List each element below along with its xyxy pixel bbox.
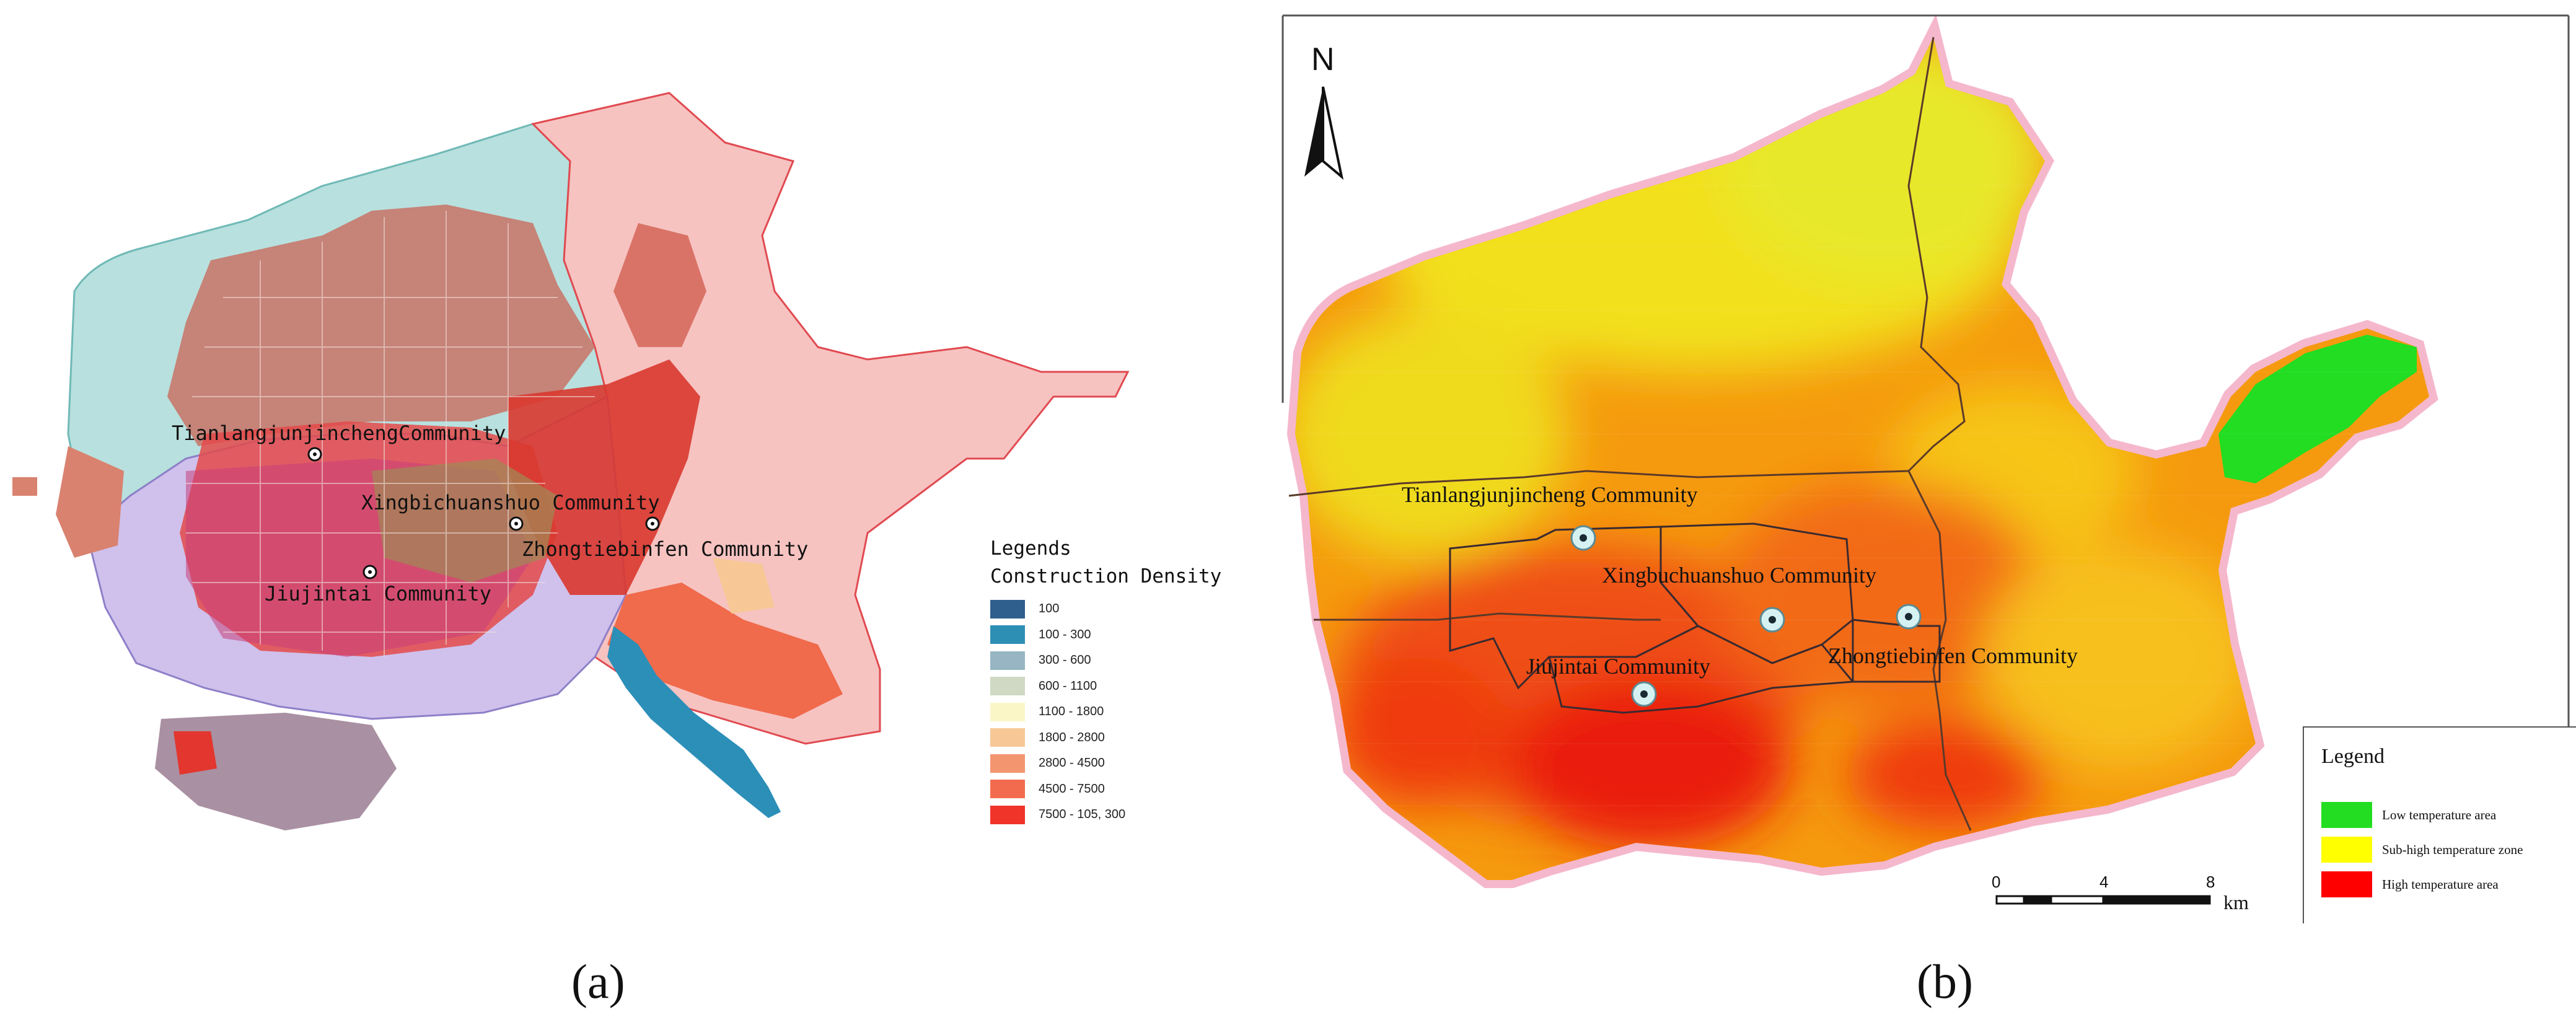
- legend-b-title: Legend: [2321, 745, 2385, 768]
- legend-label: 600 - 1100: [1039, 679, 1097, 693]
- density-blocks-east-cluster: [607, 583, 843, 719]
- block-grid-texture: [186, 211, 595, 657]
- legend-b-row-subhigh: Sub-high temperature zone: [2321, 837, 2523, 863]
- legend-row: 2800 - 4500: [990, 750, 1238, 777]
- legend-b-label-high: High temperature area: [2382, 876, 2499, 892]
- panel-b-temperature-map: N Tianlangjunjincheng Community Xingbuch…: [1264, 0, 2576, 1030]
- legend-subtitle: Construction Density: [990, 565, 1222, 588]
- density-blocks-south: [155, 713, 397, 830]
- legend-swatch: [990, 702, 1025, 721]
- density-blocks-peach: [713, 558, 775, 614]
- community-label-xingbichuanshuo: Xingbichuanshuo Community: [361, 491, 660, 514]
- density-blocks-northwest: [167, 205, 595, 446]
- community-markers-b: [1570, 525, 1922, 707]
- community-label-b-tianlangjunjincheng: Tianlangjunjincheng Community: [1402, 482, 1698, 507]
- community-label-b-zhongtiebinfen: Zhongtiebinfen Community: [1828, 643, 2078, 668]
- density-blocks-north-cluster: [613, 223, 706, 347]
- legend-swatch: [990, 651, 1025, 670]
- legend-row: 4500 - 7500: [990, 777, 1238, 803]
- legend-swatch: [990, 728, 1025, 747]
- legend-b-swatch-low: [2321, 802, 2372, 828]
- scale-bar: 0 4 8 km: [1992, 873, 2256, 917]
- density-legend: Legends Construction Density 100 100 - 30…: [990, 539, 1238, 828]
- legend-swatch: [990, 677, 1025, 696]
- river: [607, 626, 781, 818]
- scale-tick-4: 4: [2099, 873, 2109, 891]
- legend-row: 100 - 300: [990, 622, 1238, 648]
- legend-row: 100: [990, 596, 1238, 622]
- community-label-jiujintai: Jiujintai Community: [265, 582, 492, 605]
- legend-row: 600 - 1100: [990, 674, 1238, 700]
- legend-b-row-high: High temperature area: [2321, 871, 2499, 897]
- legend-row: 1100 - 1800: [990, 699, 1238, 725]
- community-label-b-jiujintai: Jiujintai Community: [1526, 654, 1711, 679]
- north-arrow: N: [1289, 43, 1357, 192]
- legend-label: 7500 - 105, 300: [1039, 808, 1126, 822]
- legend-swatch: [990, 805, 1025, 824]
- temperature-legend: Legend Low temperature area Sub-high tem…: [2303, 726, 2576, 923]
- density-blocks-southwest-red: [174, 731, 217, 775]
- district-boundaries: [1288, 37, 1972, 831]
- legend-swatch: [990, 780, 1025, 799]
- community-label-tianlangjunjincheng: TianlangjunjinchengCommunity: [172, 421, 506, 445]
- density-map-canvas: [12, 92, 1130, 830]
- scale-tick-8: 8: [2206, 873, 2215, 891]
- low-temperature-zone: [2218, 335, 2417, 483]
- scale-unit: km: [2223, 891, 2249, 913]
- scale-tick-0: 0: [1992, 873, 2001, 891]
- scale-bar-graphic: [1995, 895, 2211, 905]
- density-blocks-core-east: [508, 359, 700, 595]
- legend-row: 1800 - 2800: [990, 725, 1238, 751]
- legend-label: 1800 - 2800: [1039, 730, 1105, 744]
- community-label-zhongtiebinfen: Zhongtiebinfen Community: [522, 537, 809, 561]
- legend-title: Legends: [990, 537, 1071, 560]
- legend-swatch: [990, 599, 1025, 618]
- community-markers-a: [307, 447, 660, 579]
- temperature-map-canvas: [1281, 14, 2570, 888]
- density-blocks-far-west: [12, 477, 37, 496]
- legend-b-row-low: Low temperature area: [2321, 802, 2496, 828]
- legend-b-swatch-high: [2321, 871, 2372, 897]
- legend-label: 100 - 300: [1039, 627, 1091, 641]
- legend-swatch: [990, 625, 1025, 645]
- legend-row: 300 - 600: [990, 648, 1238, 674]
- temperature-surface: [1295, 37, 2429, 880]
- legend-b-swatch-subhigh: [2321, 837, 2372, 863]
- legend-label: 2800 - 4500: [1039, 756, 1105, 770]
- legend-label: 1100 - 1800: [1039, 705, 1104, 719]
- panel-a-construction-density-map: TianlangjunjinchengCommunity Xingbichuan…: [0, 0, 1239, 1030]
- legend-swatch: [990, 754, 1025, 773]
- density-blocks-olive: [372, 459, 558, 583]
- legend-label: 100: [1039, 602, 1060, 616]
- legend-rows: 100 100 - 300 300 - 600 600 - 1100 1100 - 18…: [990, 596, 1238, 828]
- caption-a: (a): [571, 954, 625, 1008]
- legend-label: 300 - 600: [1039, 653, 1091, 667]
- north-arrow-letter: N: [1311, 42, 1335, 77]
- north-arrow-icon: [1304, 86, 1344, 180]
- legend-b-label-subhigh: Sub-high temperature zone: [2382, 842, 2523, 857]
- density-blocks-west-fringe: [56, 446, 124, 558]
- legend-label: 4500 - 7500: [1039, 781, 1105, 796]
- legend-row: 7500 - 105, 300: [990, 802, 1238, 828]
- community-label-b-xingbuchuanshuo: Xingbuchuanshuo Community: [1602, 563, 1876, 588]
- legend-b-label-low: Low temperature area: [2382, 807, 2497, 822]
- caption-b: (b): [1917, 954, 1973, 1008]
